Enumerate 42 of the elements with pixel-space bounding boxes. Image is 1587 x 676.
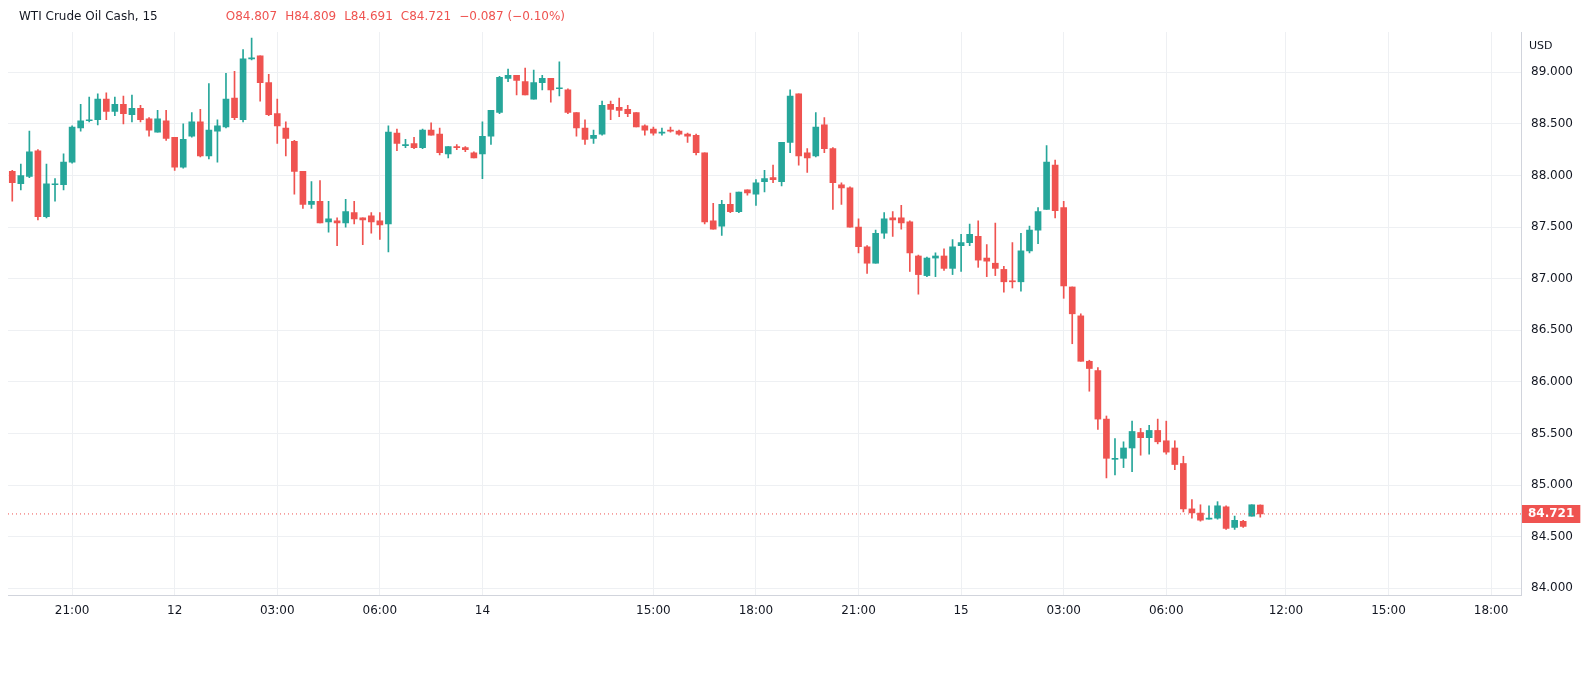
y-tick-label: 87.000 — [1531, 270, 1574, 285]
text: C84.721 — [400, 9, 452, 23]
y-tick-label: 86.000 — [1531, 374, 1574, 389]
x-tick-label: 21:00 — [841, 602, 876, 617]
x-tick-label: 06:00 — [362, 602, 398, 617]
text: L84.691 — [344, 9, 393, 23]
chart-title: WTI Crude Oil Cash, 15 — [19, 9, 158, 23]
x-tick-label: 15:00 — [636, 602, 671, 617]
y-tick-label: 85.000 — [1531, 477, 1574, 492]
candlestick — [889, 211, 897, 237]
x-tick-label: 15:00 — [1371, 602, 1406, 617]
candlestick — [1145, 424, 1153, 455]
text: O84.807 — [225, 9, 278, 23]
x-tick-label: 03:00 — [259, 602, 295, 617]
candlestick — [991, 222, 999, 276]
y-tick-label: 84.000 — [1531, 580, 1574, 595]
x-tick-label: 14 — [474, 602, 491, 617]
y-axis-title: USD — [1529, 38, 1553, 52]
candlestick — [1111, 438, 1119, 476]
y-tick-label: 87.500 — [1531, 219, 1574, 234]
text: H84.809 — [285, 9, 337, 23]
x-tick-label: 21:00 — [54, 602, 90, 617]
x-tick-label: 12:00 — [1268, 602, 1304, 617]
candlestick — [51, 178, 59, 202]
x-tick-label: 18:00 — [1473, 602, 1509, 617]
x-tick-label: 06:00 — [1148, 602, 1184, 617]
y-tick-label: 88.000 — [1531, 167, 1574, 182]
x-tick-label: 18:00 — [738, 602, 774, 617]
candlestick — [957, 233, 965, 272]
y-tick-label: 84.500 — [1531, 528, 1574, 543]
text: −0.087 (−0.10%) — [459, 9, 565, 23]
y-tick-label: 85.500 — [1531, 425, 1574, 440]
y-tick-label: 88.500 — [1531, 115, 1574, 130]
candlestick — [769, 164, 777, 184]
candlestick — [1205, 505, 1213, 520]
y-tick-label: 86.500 — [1531, 322, 1574, 337]
x-tick-label: 15 — [953, 602, 969, 617]
y-tick-label: 89.000 — [1531, 64, 1574, 79]
ref-line-label: 84.721 — [1528, 506, 1575, 521]
candlestick — [803, 148, 811, 173]
x-tick-label: 03:00 — [1046, 602, 1081, 617]
x-tick-label: 12 — [167, 602, 183, 617]
